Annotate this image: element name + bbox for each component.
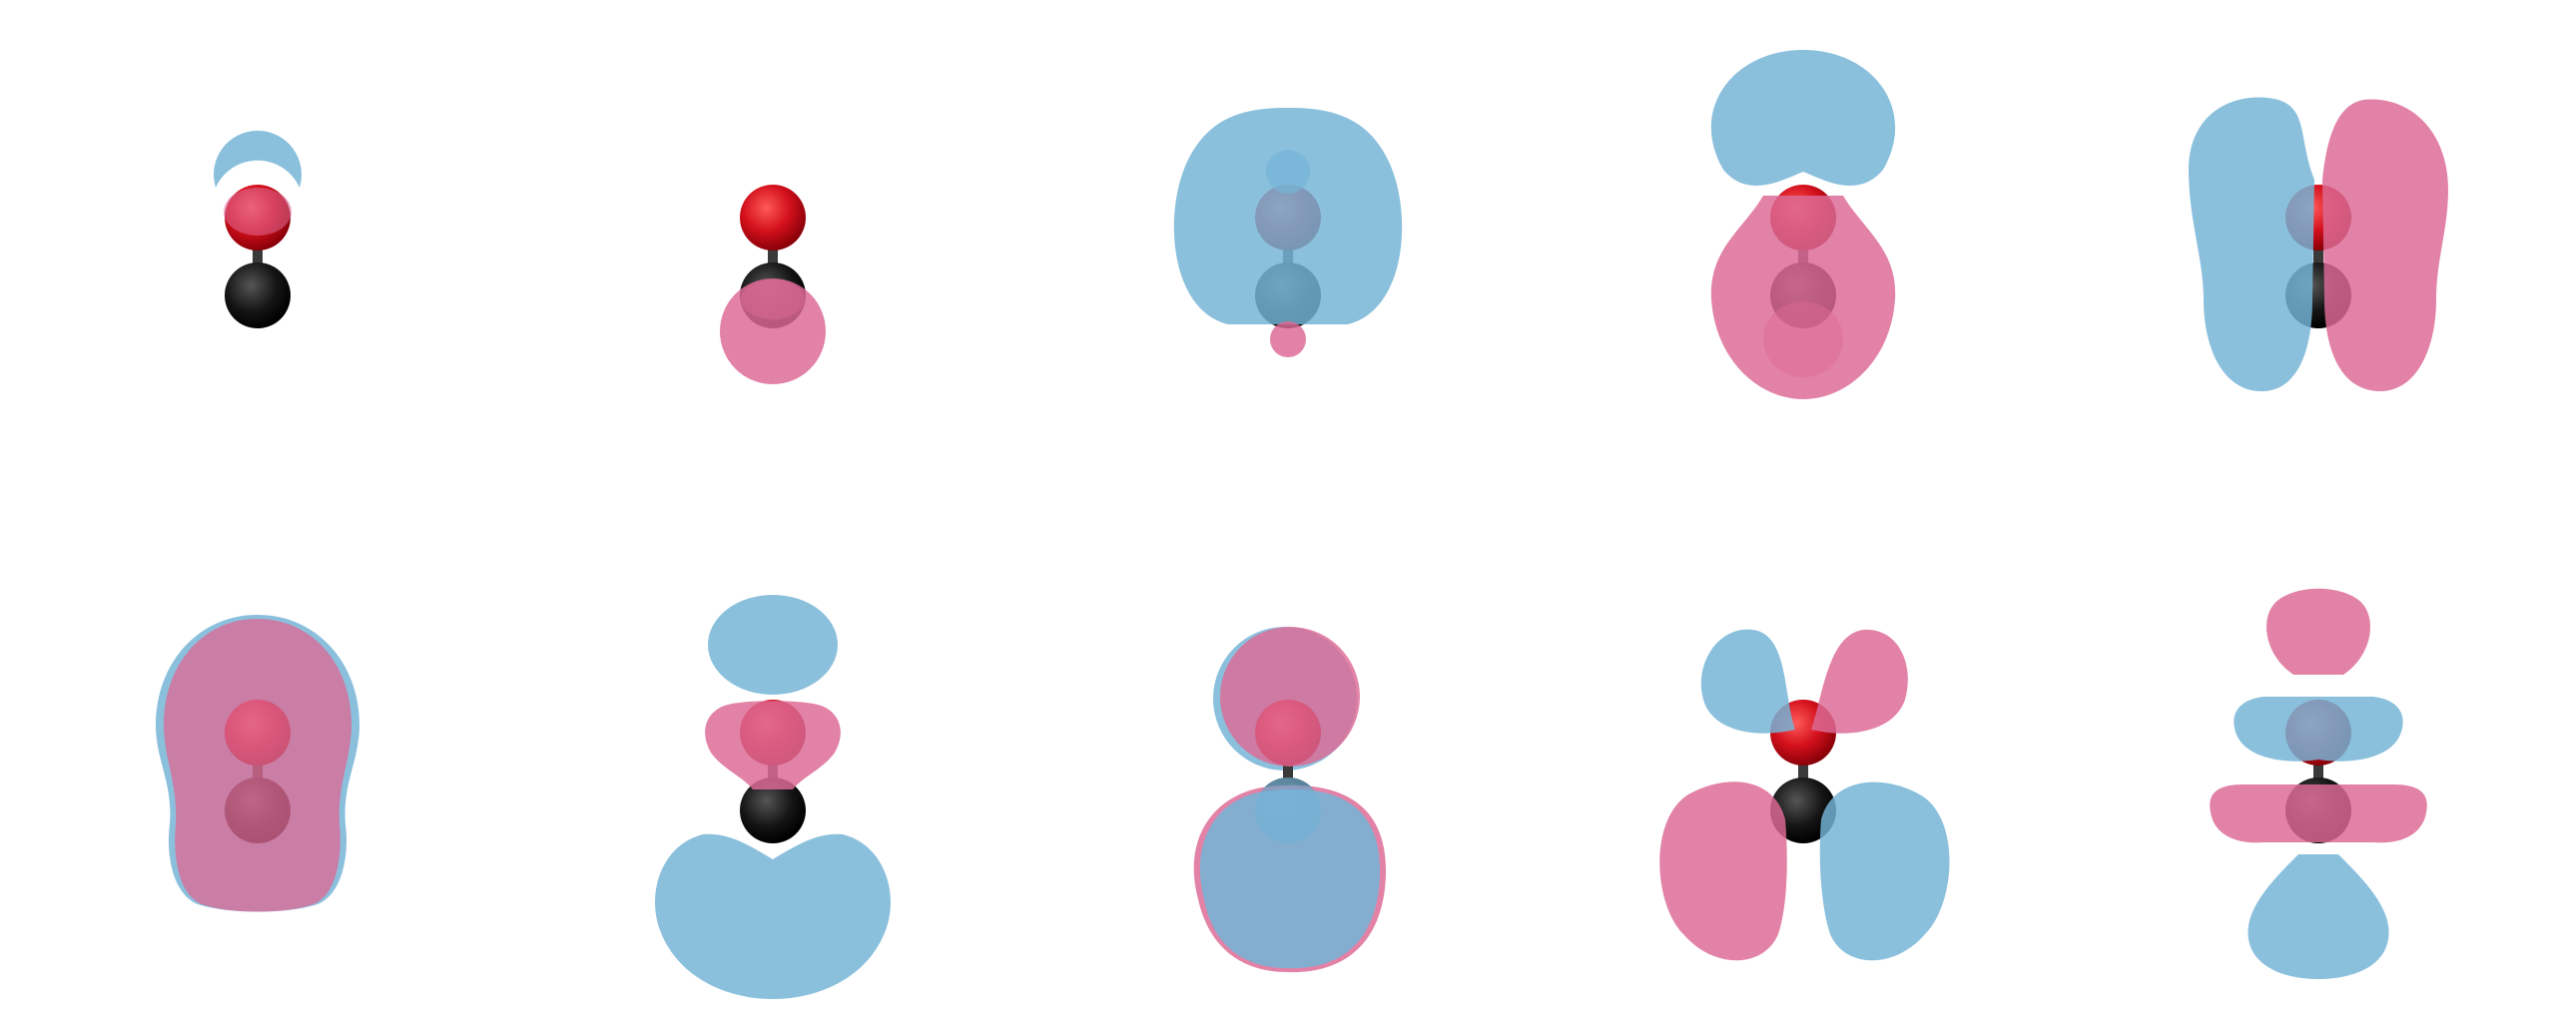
positive-lobe xyxy=(2322,99,2448,391)
negative-lobe-bottom xyxy=(655,833,891,999)
carbon-atom xyxy=(740,777,806,843)
positive-lobe-top xyxy=(2266,588,2370,675)
carbon-atom xyxy=(225,262,291,328)
orbital-panel-r2c2 xyxy=(655,595,891,999)
negative-lobe xyxy=(214,130,302,188)
negative-lobe xyxy=(1173,108,1403,324)
orbital-panel-r1c3 xyxy=(1173,108,1403,357)
negative-lobe-bottom xyxy=(2248,854,2389,979)
negative-lobe xyxy=(1710,50,1896,186)
positive-lobe-overlap xyxy=(741,279,805,319)
bond-stick xyxy=(253,218,263,295)
negative-lobe-top-left xyxy=(1700,629,1795,734)
negative-lobe-top xyxy=(708,595,838,695)
orbital-panel-r2c1 xyxy=(155,615,360,912)
negative-lobe-upper xyxy=(2234,697,2403,762)
bond-stick xyxy=(1283,733,1293,810)
orbital-panel-r1c2 xyxy=(720,185,826,384)
orbital-panel-r1c5 xyxy=(2189,97,2448,392)
positive-lobe-cap xyxy=(224,188,292,236)
orbital-panel-r2c5 xyxy=(2210,588,2427,979)
negative-lobe-bottom-right xyxy=(1819,781,1950,961)
bond-stick xyxy=(1798,733,1808,810)
bond-stick xyxy=(768,218,778,295)
negative-lobe-core xyxy=(1255,777,1321,843)
orbital-panel-r1c1 xyxy=(214,130,302,328)
positive-lobe-top-right xyxy=(1811,629,1908,734)
bond-stick xyxy=(2313,218,2323,295)
negative-lobe-inner xyxy=(1266,150,1310,194)
negative-lobe-bottom xyxy=(1199,788,1381,969)
oxygen-atom xyxy=(740,185,806,251)
orbital-panel-r2c4 xyxy=(1659,629,1950,961)
negative-lobe xyxy=(2189,97,2314,392)
positive-lobe-inner xyxy=(1763,301,1843,377)
carbon-atom xyxy=(1770,777,1836,843)
bond-stick xyxy=(2313,733,2323,810)
positive-lobe xyxy=(1710,196,1896,399)
positive-lobe xyxy=(1270,321,1306,357)
positive-lobe-lower xyxy=(2210,784,2427,843)
positive-lobe xyxy=(163,619,352,912)
positive-lobe-top xyxy=(1220,627,1360,767)
positive-lobe-bottom-left xyxy=(1659,781,1787,961)
orbital-panel-r1c4 xyxy=(1710,50,1896,399)
orbital-panel-r2c3 xyxy=(1193,627,1387,973)
positive-lobe-middle xyxy=(705,701,841,789)
